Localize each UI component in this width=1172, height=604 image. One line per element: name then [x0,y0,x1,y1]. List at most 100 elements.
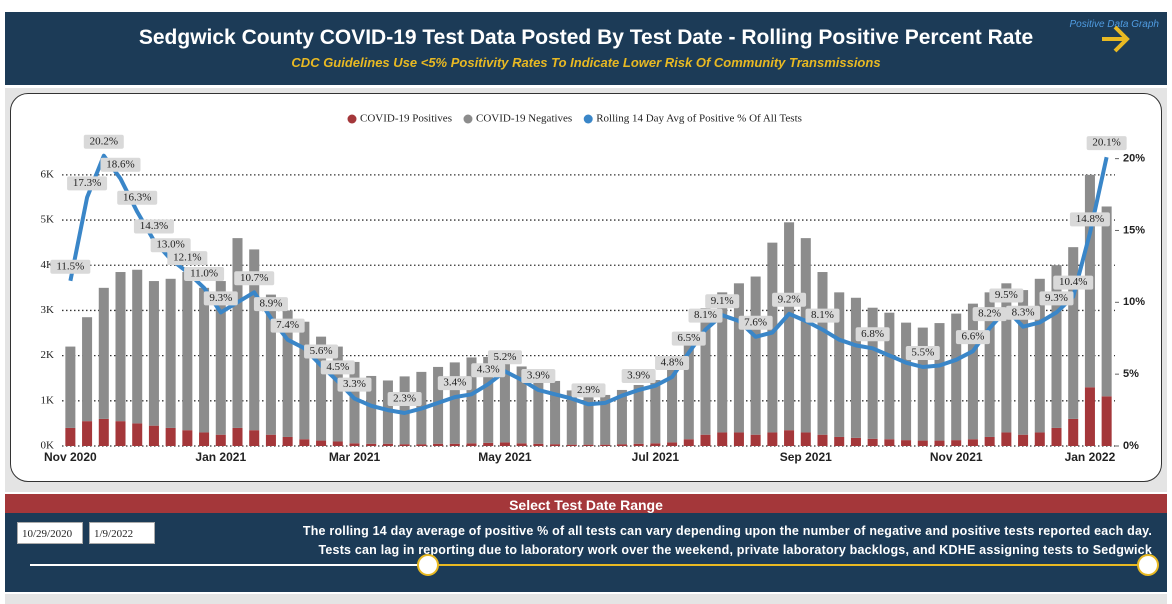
data-label-box [320,360,355,375]
bar [750,276,761,435]
y-tick-label: 6K [41,168,55,180]
bar [466,443,477,446]
end-date[interactable]: 1/9/2022 [89,522,155,544]
bar [683,439,694,446]
bar [182,430,193,446]
bar [249,430,260,446]
bar [282,310,293,437]
bar [850,437,861,446]
bar [165,427,176,446]
data-label: 3.4% [443,377,466,389]
data-label-box [167,251,208,266]
legend-label: COVID-19 Negatives [476,113,572,125]
bar [1101,206,1112,397]
bar [65,427,76,446]
header: Positive Data Graph [5,12,1167,85]
bar [901,440,912,446]
data-label-box [571,383,606,398]
bar [148,425,159,446]
data-label: 9.3% [1045,292,1068,304]
data-label-box [133,219,174,234]
bar [215,434,226,446]
bar [616,444,627,446]
start-date[interactable]: 10/29/2020 [17,522,83,544]
bar [82,421,93,446]
data-label-box [437,376,472,391]
bar [934,440,945,446]
bar [1051,427,1062,446]
bar [1001,432,1012,446]
note: The rolling 14 day average of positive %… [303,522,1152,560]
bar [817,272,828,435]
data-label-box [655,356,690,371]
data-label: 2.9% [577,384,600,396]
data-label-box [621,368,656,383]
data-label-box [1006,305,1041,320]
data-label-box [337,377,372,392]
data-label-box [688,308,723,323]
bar [884,439,895,446]
y2-tick-label: 5% [1123,368,1139,380]
data-label: 4.3% [477,364,500,376]
data-label: 4.8% [661,357,684,369]
bar [917,327,928,441]
data-label-box [705,294,740,309]
data-label: 11.0% [190,267,218,279]
bar [449,362,460,444]
data-label: 10.4% [1059,276,1087,288]
note-line: Tests can lag in reporting due to labora… [318,543,1152,557]
data-label: 9.3% [209,292,232,304]
title: Sedgwick County COVID-19 Test Data Poste… [138,26,1034,49]
bar [566,444,577,446]
bar [934,323,945,441]
bar [98,287,109,419]
data-label-box [471,363,506,378]
bar [232,238,243,428]
bar [633,384,644,444]
bar [984,292,995,437]
data-label: 6.5% [677,332,700,344]
data-label-box [738,315,773,330]
bar [416,444,427,446]
next-arrow[interactable] [1098,22,1132,56]
data-label-box [989,288,1024,303]
bar [65,346,76,428]
legend-swatch [583,114,593,124]
bar [299,321,310,440]
line [68,153,1109,415]
x-tick-label: Nov 2021 [930,450,983,464]
y-tick-label: 0K [41,440,55,452]
data-label: 8.9% [259,298,282,310]
bar [165,278,176,428]
data-label-box [905,345,940,360]
data-label: 5.5% [911,347,934,359]
data-label: 20.1% [1092,137,1120,149]
graph-link[interactable]: Positive Data Graph [1069,19,1160,30]
bar [1018,434,1029,446]
data-label: 2.3% [393,392,416,404]
data-label: 3.3% [343,378,366,390]
data-label: 20.2% [90,135,118,147]
data-label: 17.3% [73,177,101,189]
x-tick-label: Mar 2021 [329,450,381,464]
data-label: 12.1% [173,252,201,264]
bar [399,444,410,446]
bar [316,440,327,446]
bar [750,434,761,446]
data-label: 5.6% [310,345,333,357]
bar [98,418,109,446]
bar [667,442,678,446]
bar [917,440,928,446]
data-label-box [234,271,275,286]
data-label-box [1086,136,1127,151]
bar [984,436,995,446]
bar [1051,265,1062,428]
bar [650,443,661,446]
bar [349,361,360,444]
data-label: 13.0% [156,239,184,251]
bar [182,272,193,431]
date-slider[interactable] [0,550,1172,580]
bar [115,421,126,446]
bar [199,287,210,433]
bar [767,432,778,446]
